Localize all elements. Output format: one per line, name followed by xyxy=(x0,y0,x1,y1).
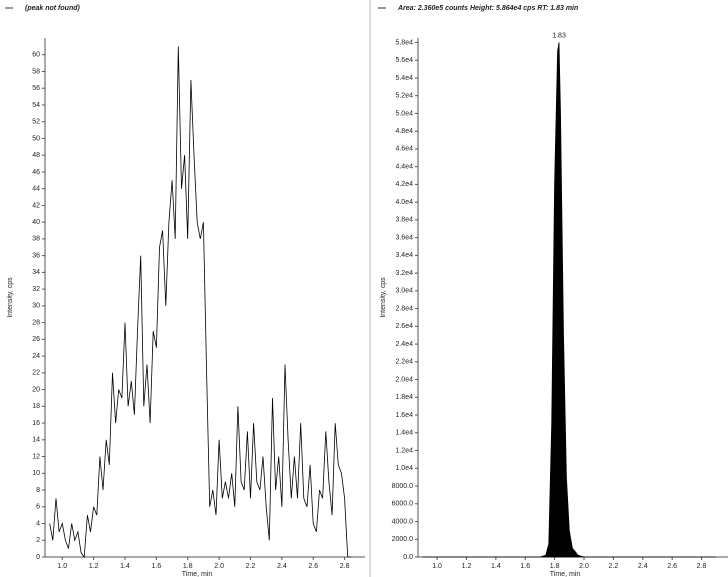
y-tick-label: 44 xyxy=(32,186,40,193)
y-tick-label: 4.8e4 xyxy=(395,128,413,135)
y-tick-label: 20 xyxy=(32,386,40,393)
y-tick-label: 34 xyxy=(32,269,40,276)
y-tick-label: 0 xyxy=(36,554,40,561)
y-tick-label: 4.2e4 xyxy=(395,181,413,188)
peak-area xyxy=(422,42,717,558)
y-tick-label: 36 xyxy=(32,252,40,259)
y-tick-label: 46 xyxy=(32,169,40,176)
y-tick-label: 58 xyxy=(32,68,40,75)
x-tick-label: 2.4 xyxy=(638,563,648,570)
y-tick-label: 18 xyxy=(32,403,40,410)
y-tick-label: 2.2e4 xyxy=(395,359,413,366)
y-tick-label: 52 xyxy=(32,119,40,126)
y-tick-label: 2.8e4 xyxy=(395,305,413,312)
x-tick-label: 1.0 xyxy=(57,563,67,570)
y-axis-label: Intensity, cps xyxy=(7,277,14,318)
y-tick-label: 4.6e4 xyxy=(395,146,413,153)
y-tick-label: 2.6e4 xyxy=(395,323,413,330)
y-tick-label: 5.0e4 xyxy=(395,110,413,117)
y-tick-label: 4000.0 xyxy=(392,518,414,525)
y-tick-label: 4.0e4 xyxy=(395,199,413,206)
y-tick-label: 4.4e4 xyxy=(395,163,413,170)
y-tick-label: 4 xyxy=(36,520,40,527)
y-tick-label: 60 xyxy=(32,52,40,59)
header-text: Area: 2.360e5 counts Height: 5.864e4 cps… xyxy=(397,5,578,12)
y-tick-label: 1.0e4 xyxy=(395,465,413,472)
y-tick-label: 16 xyxy=(32,420,40,427)
y-tick-label: 8 xyxy=(36,487,40,494)
y-tick-label: 1.6e4 xyxy=(395,412,413,419)
y-tick-label: 3.8e4 xyxy=(395,217,413,224)
peak-label: 1.83 xyxy=(552,32,566,39)
x-tick-label: 1.4 xyxy=(491,563,501,570)
y-tick-label: 30 xyxy=(32,303,40,310)
y-tick-label: 2 xyxy=(36,537,40,544)
y-tick-label: 6 xyxy=(36,504,40,511)
y-tick-label: 48 xyxy=(32,152,40,159)
x-tick-label: 2.8 xyxy=(340,563,350,570)
y-tick-label: 2.0e4 xyxy=(395,376,413,383)
y-tick-label: 5.8e4 xyxy=(395,39,413,46)
x-axis-label: Time, min xyxy=(550,571,581,577)
x-tick-label: 1.2 xyxy=(89,563,99,570)
y-tick-label: 26 xyxy=(32,336,40,343)
y-tick-label: 0.0 xyxy=(403,554,413,561)
y-tick-label: 32 xyxy=(32,286,40,293)
x-tick-label: 2.8 xyxy=(697,563,707,570)
y-tick-label: 40 xyxy=(32,219,40,226)
y-tick-label: 3.2e4 xyxy=(395,270,413,277)
y-tick-label: 1.8e4 xyxy=(395,394,413,401)
x-tick-label: 1.0 xyxy=(432,563,442,570)
y-tick-label: 5.2e4 xyxy=(395,93,413,100)
x-tick-label: 1.6 xyxy=(520,563,530,570)
y-tick-label: 8000.0 xyxy=(392,483,414,490)
x-tick-label: 2.0 xyxy=(214,563,224,570)
y-tick-label: 5.6e4 xyxy=(395,57,413,64)
x-tick-label: 2.2 xyxy=(246,563,256,570)
y-tick-label: 50 xyxy=(32,135,40,142)
x-tick-label: 2.4 xyxy=(277,563,287,570)
y-tick-label: 14 xyxy=(32,437,40,444)
y-axis-label: Intensity, cps xyxy=(380,277,387,318)
y-tick-label: 3.0e4 xyxy=(395,288,413,295)
y-tick-label: 22 xyxy=(32,370,40,377)
y-tick-label: 24 xyxy=(32,353,40,360)
y-tick-label: 38 xyxy=(32,236,40,243)
header-text: (peak not found) xyxy=(25,5,80,12)
y-tick-label: 28 xyxy=(32,319,40,326)
y-tick-label: 42 xyxy=(32,202,40,209)
x-tick-label: 2.2 xyxy=(609,563,619,570)
x-tick-label: 2.6 xyxy=(308,563,318,570)
x-tick-label: 2.6 xyxy=(667,563,677,570)
trace-line xyxy=(49,46,351,559)
y-tick-label: 3.4e4 xyxy=(395,252,413,259)
y-tick-label: 56 xyxy=(32,85,40,92)
x-axis-label: Time, min xyxy=(182,571,213,577)
y-tick-label: 10 xyxy=(32,470,40,477)
y-tick-label: 2.4e4 xyxy=(395,341,413,348)
x-tick-label: 1.4 xyxy=(120,563,130,570)
y-tick-label: 5.4e4 xyxy=(395,75,413,82)
y-tick-label: 6000.0 xyxy=(392,501,414,508)
y-tick-label: 1.2e4 xyxy=(395,447,413,454)
y-tick-label: 12 xyxy=(32,453,40,460)
x-tick-label: 2.0 xyxy=(579,563,589,570)
y-tick-label: 2000.0 xyxy=(392,536,414,543)
x-tick-label: 1.2 xyxy=(462,563,472,570)
y-tick-label: 1.4e4 xyxy=(395,430,413,437)
x-tick-label: 1.8 xyxy=(183,563,193,570)
x-tick-label: 1.6 xyxy=(152,563,162,570)
y-tick-label: 54 xyxy=(32,102,40,109)
y-tick-label: 3.6e4 xyxy=(395,234,413,241)
x-tick-label: 1.8 xyxy=(550,563,560,570)
